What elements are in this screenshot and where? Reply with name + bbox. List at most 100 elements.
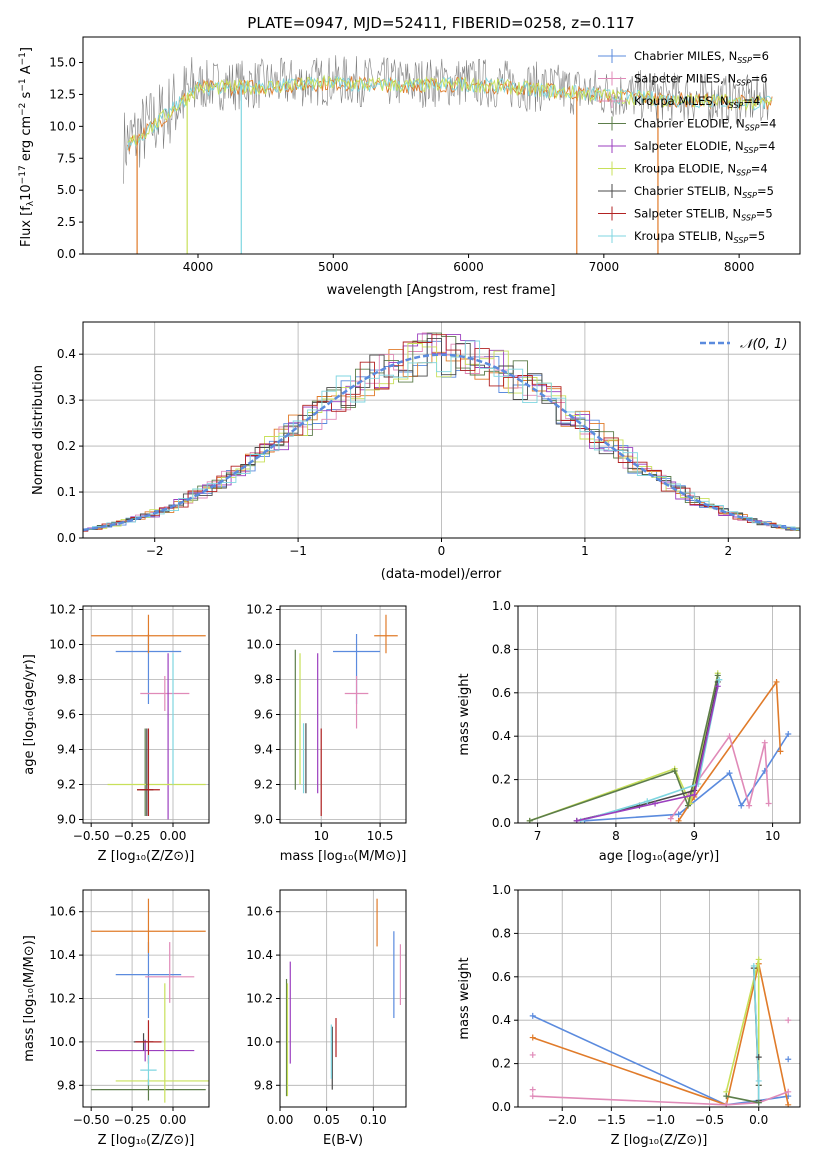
x-tick-label: −2.0	[548, 1113, 577, 1127]
weight-marker-pink	[785, 1017, 792, 1024]
axes-frame	[517, 605, 801, 824]
weight-marker-pink	[765, 800, 772, 807]
y-tick-label: 0.8	[492, 926, 511, 940]
x-tick-label: −1.0	[646, 1113, 675, 1127]
y-tick-label: 9.6	[254, 708, 273, 722]
y-tick-label: 10.2	[246, 603, 273, 617]
legend-label: Kroupa STELIB, NSSP=5	[634, 229, 765, 245]
weight-marker-pink	[726, 733, 733, 740]
x-tick-label: 6000	[453, 260, 484, 274]
weight_vs_Z-xlabel: Z [log₁₀(Z/Z⊙)]	[611, 1133, 708, 1148]
model-spectrum-yellow	[127, 74, 773, 146]
x-tick-label: 9	[690, 829, 698, 843]
weight-line-orange	[677, 679, 782, 822]
weight-marker-cyan	[716, 676, 723, 683]
weight-marker-green	[723, 1093, 730, 1100]
y-tick-label: 10.2	[49, 603, 76, 617]
y-tick-label: 9.6	[57, 708, 76, 722]
age_vs_mass-panel: 10 10.5 9.0 9.2 9.4 9.6 9.8 10.0 10.2 mass [log₁₀…	[246, 603, 407, 864]
weight-line-blue	[532, 1015, 789, 1106]
y-tick-label: 0.3	[57, 393, 76, 407]
weight-line-green	[529, 675, 719, 822]
age_vs_Z-panel: −0.50 −0.25 0.00 9.0 9.2 9.4 9.6 9.8 10.0 10.2 Z […	[22, 603, 210, 864]
x-tick-label: −0.25	[114, 829, 151, 843]
legend-label: Salpeter ELODIE, NSSP=4	[634, 139, 775, 155]
weight-marker-purple	[714, 683, 721, 690]
y-tick-label: 9.2	[254, 778, 273, 792]
x-tick-label: 8000	[724, 260, 755, 274]
y-tick-label: 0.2	[492, 1057, 511, 1071]
axes-frame	[82, 36, 801, 255]
model-spectrum-cyan	[127, 74, 773, 151]
y-tick-label: 0.0	[492, 1100, 511, 1114]
weight-marker-blue	[726, 770, 733, 777]
legend-label: Chabrier MILES, NSSP=6	[634, 49, 769, 65]
y-tick-label: 12.5	[49, 87, 76, 101]
weight-marker-orange	[529, 1034, 536, 1041]
weight_vs_age-xlabel: age [log₁₀(age/yr)]	[599, 849, 720, 864]
y-tick-label: 9.2	[57, 778, 76, 792]
y-tick-label: 9.8	[57, 1078, 76, 1092]
y-tick-label: 10.6	[49, 905, 76, 919]
legend-label: Chabrier ELODIE, NSSP=4	[634, 117, 776, 133]
y-tick-label: 10.4	[246, 948, 273, 962]
age_vs_mass-xlabel: mass [log₁₀(M/M⊙)]	[280, 849, 407, 864]
y-tick-label: 1.0	[492, 883, 511, 897]
weight-marker-blue	[675, 811, 682, 818]
y-tick-label: 9.4	[57, 743, 76, 757]
spectrum-ylabel: Flux [fλ10−17 erg cm−2 s−1 A−1]	[18, 47, 36, 247]
x-tick-label: −0.50	[73, 1113, 110, 1127]
normal-curve	[83, 353, 800, 532]
x-tick-label: −0.5	[695, 1113, 724, 1127]
weight-line-pink	[532, 1091, 789, 1106]
y-tick-label: 0.0	[57, 531, 76, 545]
legend-label: Kroupa ELODIE, NSSP=4	[634, 162, 768, 178]
y-tick-label: 9.4	[254, 743, 273, 757]
weight-marker-blue	[529, 1012, 536, 1019]
x-tick-label: 5000	[318, 260, 349, 274]
panel-marks	[285, 898, 401, 1097]
age_vs_Z-ylabel: age [log₁₀(age/yr)]	[22, 654, 37, 775]
weight-marker-green	[671, 767, 678, 774]
spectrum-legend: Chabrier MILES, NSSP=6 Salpeter MILES, NS…	[598, 49, 776, 245]
weight-marker-green	[684, 802, 691, 809]
histogram-steps	[83, 332, 800, 533]
weight-marker-orange	[777, 748, 784, 755]
legend-label: Chabrier STELIB, NSSP=5	[634, 184, 774, 200]
x-tick-label: 8	[612, 829, 620, 843]
weight-marker-yellow	[755, 956, 762, 963]
weight_vs_age-panel: 7 8 9 10 0.0 0.2 0.4 0.6 0.8 1.0 age [log₁₀(age/yr…	[457, 599, 801, 864]
spectrum-lines	[123, 55, 773, 254]
weight_vs_Z-panel: −2.0 −1.5 −1.0 −0.5 0.0 0.0 0.2 0.4 0.6 0.8 1.0 Z […	[457, 883, 801, 1148]
weight-marker-pink	[746, 802, 753, 809]
weight-marker-purple	[691, 791, 698, 798]
histogram-plot-area: −2 −1 0 1 2 0.0 0.1 0.2 0.3 0.4	[57, 321, 801, 558]
weight-marker-purple	[652, 800, 659, 807]
weight-marker-green	[755, 1099, 762, 1106]
panel-marks	[91, 898, 209, 1103]
panel-marks	[91, 614, 206, 820]
weight-line-cyan	[580, 679, 721, 822]
y-tick-label: 15.0	[49, 56, 76, 70]
histogram-cyan	[83, 340, 800, 530]
y-tick-label: 10.0	[49, 119, 76, 133]
x-tick-label: 0.00	[160, 1113, 187, 1127]
mass_vs_Z-xlabel: Z [log₁₀(Z/Z⊙)]	[98, 1133, 195, 1148]
y-tick-label: 0.2	[492, 773, 511, 787]
x-tick-label: −1.5	[597, 1113, 626, 1127]
y-tick-label: 10.0	[49, 1035, 76, 1049]
x-tick-label: 0.00	[160, 829, 187, 843]
weight-marker-pink	[529, 1051, 536, 1058]
x-tick-label: 1	[581, 544, 589, 558]
panel-marks	[294, 614, 398, 816]
age_vs_Z-xlabel: Z [log₁₀(Z/Z⊙)]	[98, 849, 195, 864]
y-tick-label: 0.2	[57, 439, 76, 453]
y-tick-label: 10.0	[49, 638, 76, 652]
y-tick-label: 0.0	[57, 247, 76, 261]
panel-marks	[526, 670, 792, 823]
x-tick-label: 10	[314, 829, 329, 843]
x-tick-label: 10	[765, 829, 780, 843]
residual-histogram-panel: −2 −1 0 1 2 0.0 0.1 0.2 0.3 0.4 (data-model)/erro…	[31, 321, 801, 582]
y-tick-label: 0.4	[57, 347, 76, 361]
